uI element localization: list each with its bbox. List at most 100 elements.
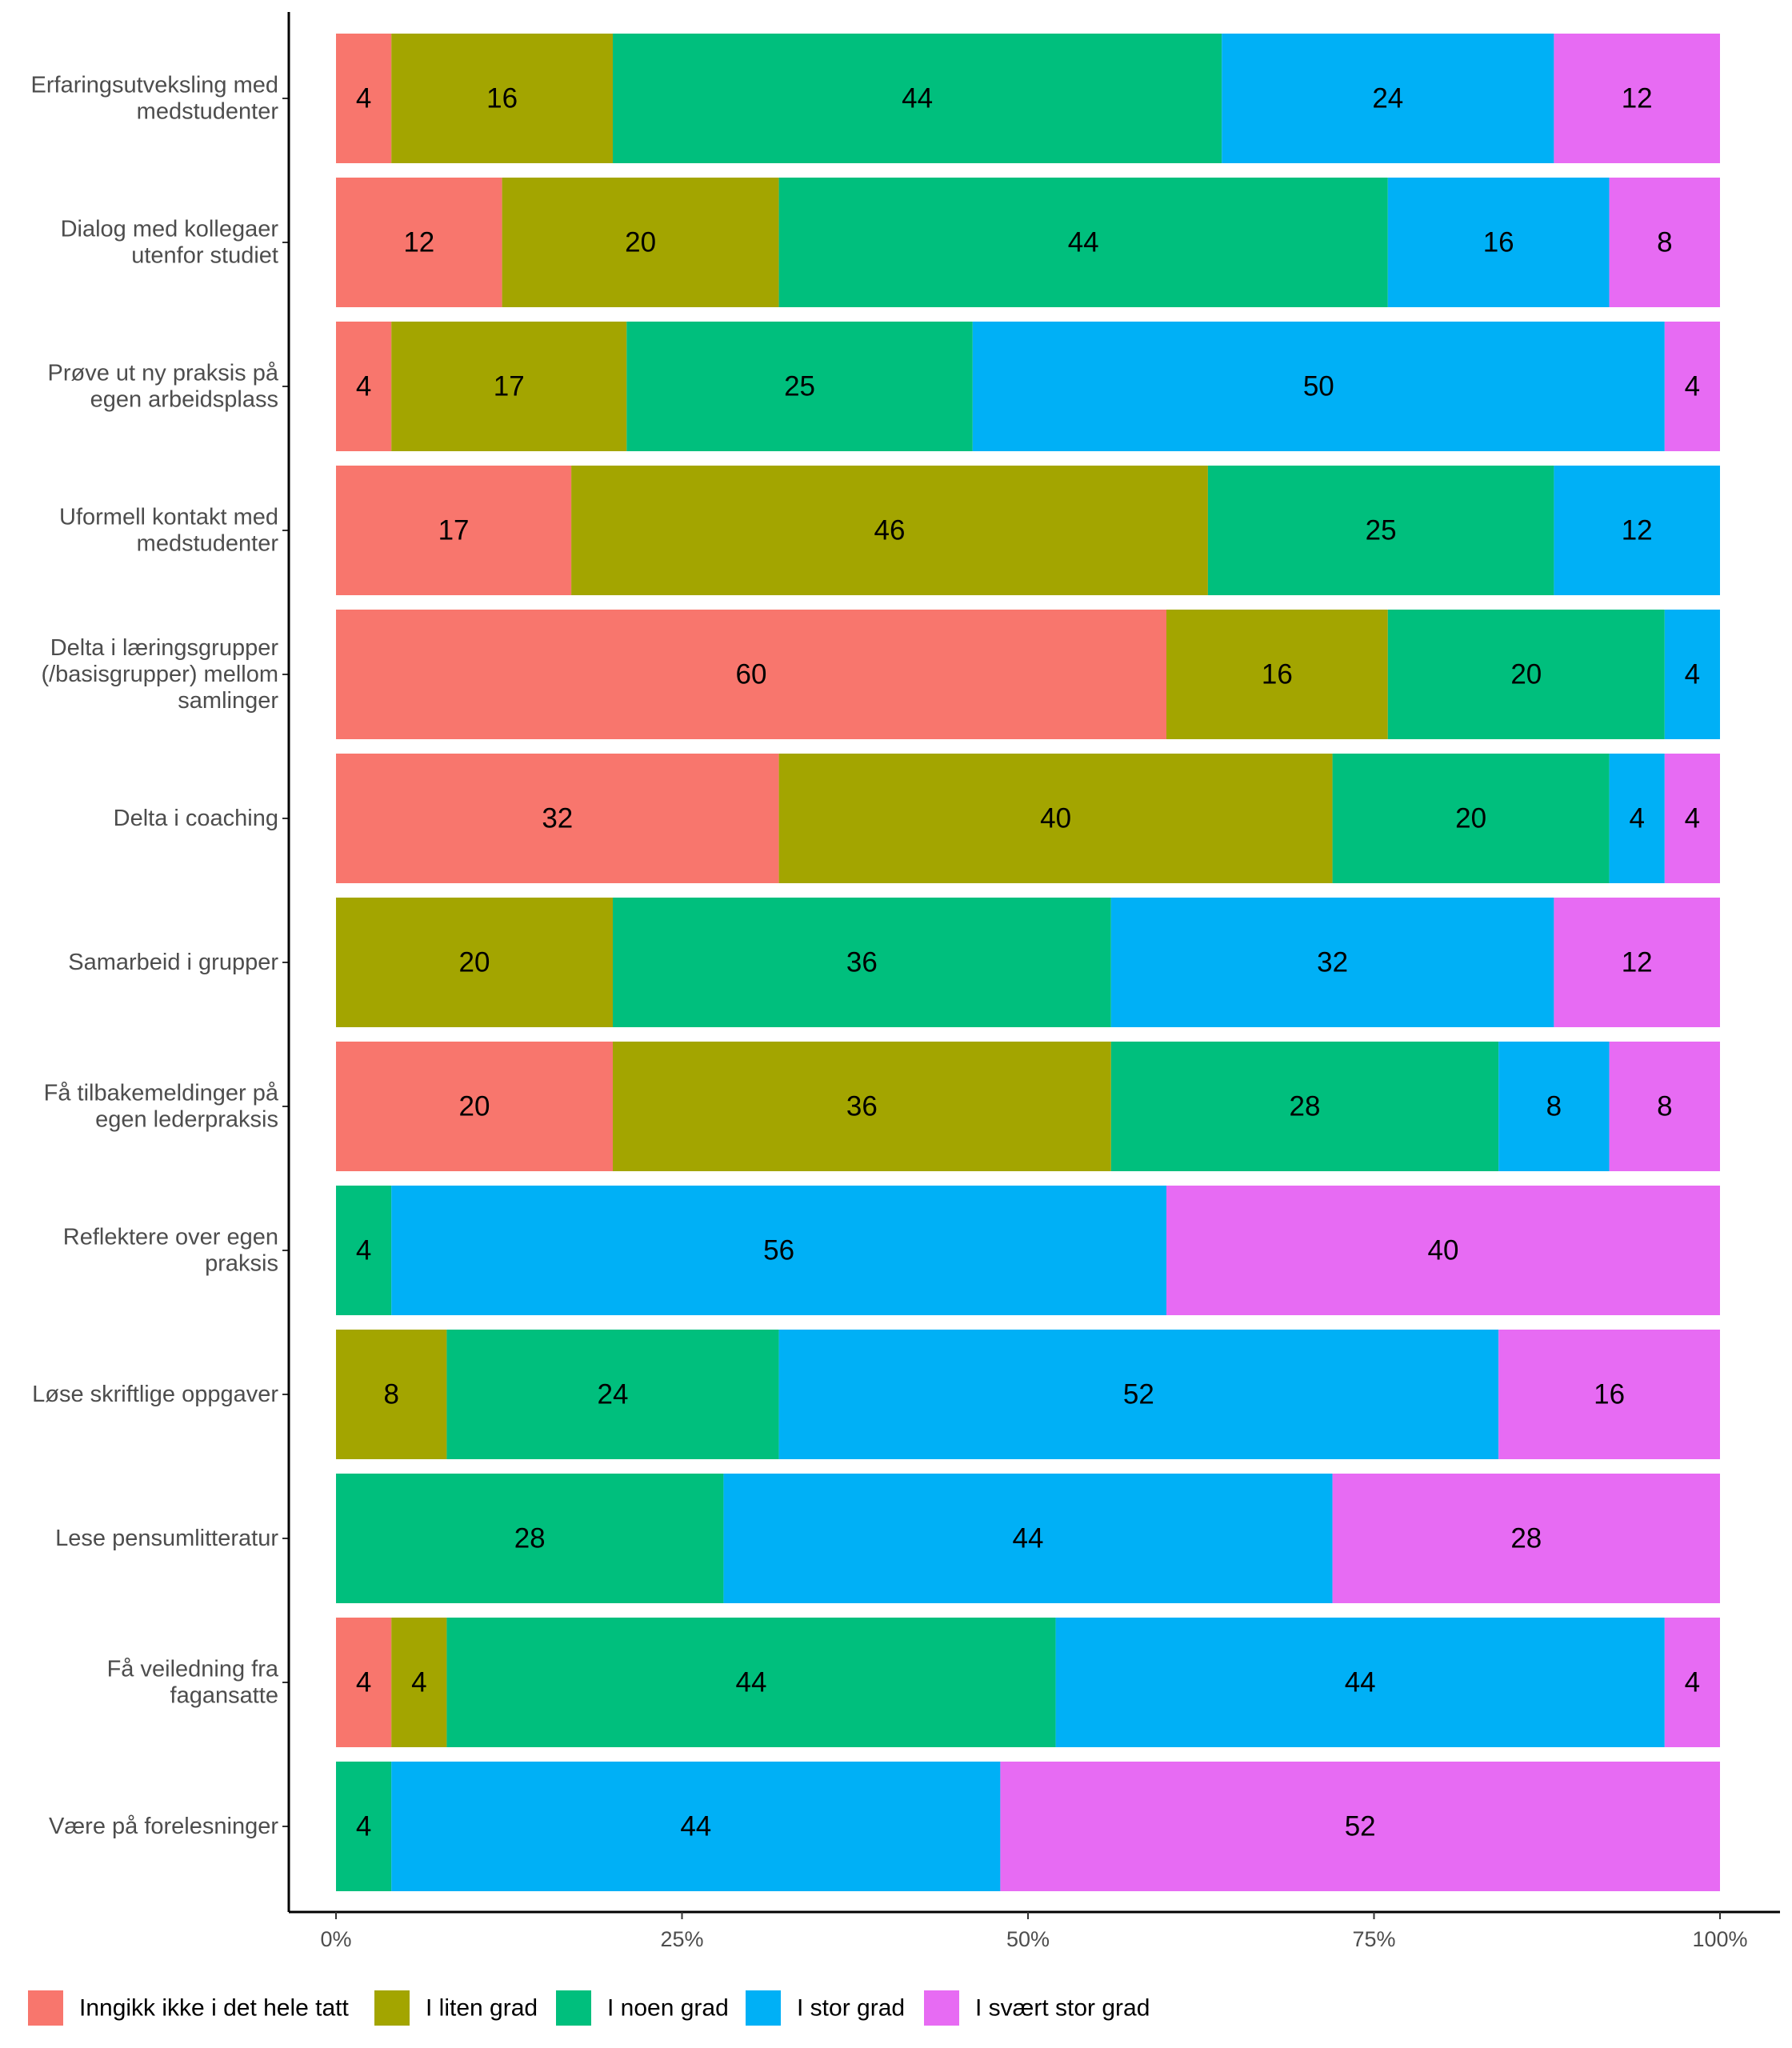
bar-value-label: 46 xyxy=(874,515,906,546)
legend-label: Inngikk ikke i det hele tatt xyxy=(79,1995,350,2022)
bar-value-label: 44 xyxy=(1013,1523,1044,1554)
bar-value-label: 4 xyxy=(356,1235,371,1266)
bar-segment xyxy=(1166,610,1388,739)
bar-value-label: 4 xyxy=(356,1667,371,1698)
bar-value-label: 16 xyxy=(1483,227,1514,258)
bar-value-label: 16 xyxy=(1594,1379,1625,1410)
bar-segment xyxy=(626,322,973,451)
bar-segment xyxy=(1332,754,1610,883)
bar-segment xyxy=(446,1330,779,1459)
bar-segment xyxy=(391,322,627,451)
bar-segment xyxy=(1055,1618,1665,1747)
bar-value-label: 4 xyxy=(1685,371,1700,402)
bar-value-label: 28 xyxy=(514,1523,546,1554)
bar-segment xyxy=(336,466,572,595)
bar-value-label: 44 xyxy=(1068,227,1099,258)
bar-value-label: 24 xyxy=(1372,83,1403,114)
category-label: Delta i coaching xyxy=(114,806,278,831)
x-tick-label: 75% xyxy=(1352,1927,1395,1951)
bar-value-label: 25 xyxy=(1366,515,1397,546)
category-label: Få tilbakemeldinger på egen lederpraksis xyxy=(44,1081,279,1133)
category-label: Samarbeid i grupper xyxy=(68,950,278,975)
bar-segment xyxy=(446,1618,1056,1747)
bar-segment xyxy=(336,610,1166,739)
category-label: Prøve ut ny praksis på egen arbeidsplass xyxy=(48,361,279,413)
bar-value-label: 25 xyxy=(784,371,815,402)
bar-segment xyxy=(1498,1042,1610,1171)
bar-segment xyxy=(972,322,1665,451)
bar-value-label: 44 xyxy=(1345,1667,1376,1698)
bar-segment xyxy=(336,898,613,1027)
bar-segment xyxy=(1664,1618,1720,1747)
bar-value-label: 16 xyxy=(1262,659,1293,690)
bar-value-label: 44 xyxy=(902,83,933,114)
bar-segment xyxy=(1207,466,1554,595)
category-label: Løse skriftlige oppgaver xyxy=(32,1382,278,1407)
x-tick-label: 100% xyxy=(1692,1927,1747,1951)
bar-value-label: 52 xyxy=(1123,1379,1154,1410)
bars-layer xyxy=(336,34,1720,1891)
bar-segment xyxy=(336,34,392,163)
legend-key xyxy=(556,1990,591,2026)
bar-value-label: 12 xyxy=(1622,947,1653,978)
bar-segment xyxy=(1554,466,1720,595)
category-label: Delta i læringsgrupper (/basisgrupper) me… xyxy=(41,635,278,714)
bar-segment xyxy=(391,1762,1001,1891)
bar-value-label: 24 xyxy=(598,1379,629,1410)
bar-value-label: 8 xyxy=(1546,1091,1562,1122)
category-label: Erfaringsutveksling med medstudenter xyxy=(31,73,279,125)
x-tick-label: 50% xyxy=(1006,1927,1050,1951)
bar-segment xyxy=(613,1042,1111,1171)
bar-value-label: 20 xyxy=(1510,659,1542,690)
bar-value-label: 44 xyxy=(680,1811,711,1842)
bar-value-label: 32 xyxy=(542,803,573,834)
bar-segment xyxy=(571,466,1208,595)
bar-segment xyxy=(336,322,392,451)
bar-value-label: 4 xyxy=(1685,803,1700,834)
bar-segment xyxy=(1554,898,1720,1027)
bar-segment xyxy=(1664,322,1720,451)
bar-segment xyxy=(336,1618,392,1747)
legend-key xyxy=(746,1990,781,2026)
category-label: Være på forelesninger xyxy=(49,1814,278,1839)
bar-value-label: 17 xyxy=(494,371,525,402)
bar-segment xyxy=(1222,34,1554,163)
bar-segment xyxy=(336,1042,613,1171)
y-axis: Erfaringsutveksling med medstudenter Dialo… xyxy=(31,12,290,1912)
bar-segment xyxy=(778,1330,1499,1459)
legend-key xyxy=(924,1990,959,2026)
bar-value-label: 20 xyxy=(1455,803,1486,834)
bar-segment xyxy=(336,1330,447,1459)
bar-value-label: 28 xyxy=(1510,1523,1542,1554)
bar-segment xyxy=(1166,1186,1720,1315)
legend-label: I stor grad xyxy=(797,1995,905,2022)
bar-value-label: 44 xyxy=(736,1667,767,1698)
bar-value-label: 40 xyxy=(1040,803,1071,834)
bar-segment xyxy=(1554,34,1720,163)
bar-value-label: 4 xyxy=(356,1811,371,1842)
bar-value-label: 40 xyxy=(1428,1235,1459,1266)
category-label: Dialog med kollegaer utenfor studiet xyxy=(61,217,279,269)
bar-value-label: 12 xyxy=(403,227,434,258)
bar-segment xyxy=(1664,610,1720,739)
x-tick-label: 0% xyxy=(320,1927,351,1951)
bar-value-label: 8 xyxy=(1657,227,1672,258)
x-tick-label: 25% xyxy=(660,1927,703,1951)
bar-segment xyxy=(1609,1042,1720,1171)
bar-segment xyxy=(391,1618,447,1747)
bar-value-label: 32 xyxy=(1317,947,1348,978)
category-label: Lese pensumlitteratur xyxy=(55,1526,278,1551)
bar-value-label: 28 xyxy=(1290,1091,1321,1122)
bar-value-label: 60 xyxy=(736,659,767,690)
bar-segment xyxy=(1609,178,1720,307)
bar-value-label: 4 xyxy=(411,1667,426,1698)
bar-segment xyxy=(336,754,779,883)
bar-value-label: 20 xyxy=(459,947,490,978)
bar-value-label: 20 xyxy=(459,1091,490,1122)
bar-value-label: 12 xyxy=(1622,83,1653,114)
bar-value-label: 12 xyxy=(1622,515,1653,546)
category-label: Reflektere over egen praksis xyxy=(63,1225,278,1277)
bar-value-label: 56 xyxy=(763,1235,794,1266)
bar-value-label: 4 xyxy=(356,83,371,114)
